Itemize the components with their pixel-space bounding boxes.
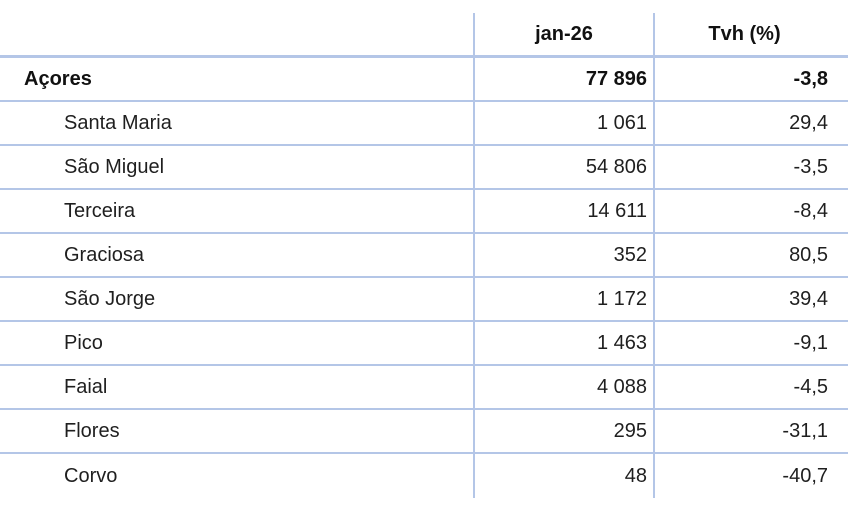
island-label: Corvo bbox=[64, 464, 118, 487]
table-row-acores: Açores 77 896 -3,8 bbox=[0, 58, 848, 102]
header-region-blank bbox=[0, 13, 473, 55]
table-row-flores: Flores 295 -31,1 bbox=[0, 410, 848, 454]
tvh-cell: 80,5 bbox=[653, 234, 848, 276]
table-row-graciosa: Graciosa 352 80,5 bbox=[0, 234, 848, 278]
region-label: Açores bbox=[24, 67, 92, 90]
table-row-faial: Faial 4 088 -4,5 bbox=[0, 366, 848, 410]
island-label: Faial bbox=[64, 375, 108, 398]
tvh-cell: 29,4 bbox=[653, 102, 848, 144]
island-label: Pico bbox=[64, 331, 103, 354]
tvh-cell: 39,4 bbox=[653, 278, 848, 320]
value-cell: 352 bbox=[473, 234, 653, 276]
table-row-terceira: Terceira 14 611 -8,4 bbox=[0, 190, 848, 234]
table-row-santa-maria: Santa Maria 1 061 29,4 bbox=[0, 102, 848, 146]
value-cell: 4 088 bbox=[473, 366, 653, 408]
overnight-stays-table: jan-26 Tvh (%) Açores 77 896 -3,8 Santa … bbox=[0, 13, 848, 498]
island-label: Flores bbox=[64, 419, 120, 442]
tvh-cell: -3,8 bbox=[653, 58, 848, 100]
table-row-pico: Pico 1 463 -9,1 bbox=[0, 322, 848, 366]
value-cell: 54 806 bbox=[473, 146, 653, 188]
tvh-cell: -31,1 bbox=[653, 410, 848, 452]
island-label: São Miguel bbox=[64, 155, 165, 178]
table-row-sao-miguel: São Miguel 54 806 -3,5 bbox=[0, 146, 848, 190]
value-cell: 295 bbox=[473, 410, 653, 452]
island-label: São Jorge bbox=[64, 287, 156, 310]
table-header-row: jan-26 Tvh (%) bbox=[0, 13, 848, 58]
value-cell: 77 896 bbox=[473, 58, 653, 100]
table-row-corvo: Corvo 48 -40,7 bbox=[0, 454, 848, 498]
value-cell: 48 bbox=[473, 454, 653, 498]
tvh-cell: -40,7 bbox=[653, 454, 848, 498]
value-cell: 1 061 bbox=[473, 102, 653, 144]
tvh-cell: -3,5 bbox=[653, 146, 848, 188]
value-cell: 1 463 bbox=[473, 322, 653, 364]
tvh-cell: -9,1 bbox=[653, 322, 848, 364]
island-label: Santa Maria bbox=[64, 111, 172, 134]
table-row-sao-jorge: São Jorge 1 172 39,4 bbox=[0, 278, 848, 322]
tvh-cell: -8,4 bbox=[653, 190, 848, 232]
island-label: Graciosa bbox=[64, 243, 145, 266]
header-tvh-pct: Tvh (%) bbox=[653, 13, 848, 55]
value-cell: 14 611 bbox=[473, 190, 653, 232]
island-label: Terceira bbox=[64, 199, 136, 222]
value-cell: 1 172 bbox=[473, 278, 653, 320]
header-jan-26: jan-26 bbox=[473, 13, 653, 55]
tvh-cell: -4,5 bbox=[653, 366, 848, 408]
